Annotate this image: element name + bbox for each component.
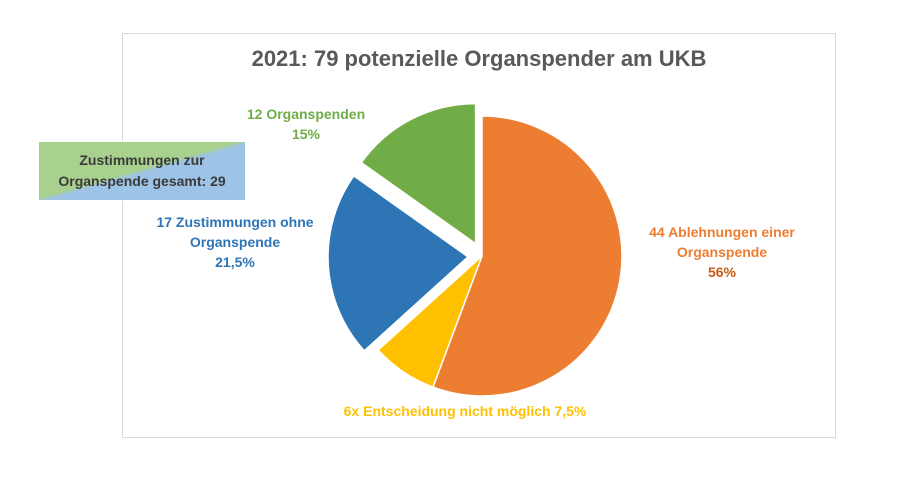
chart-title: 2021: 79 potenzielle Organspender am UKB [251, 46, 707, 71]
label-zustimmungen-ohne: 17 Zustimmungen ohne Organspende 21,5% [156, 214, 314, 270]
callout-line-2: Organspende gesamt: 29 [58, 173, 226, 189]
slice-organspenden [360, 102, 477, 246]
slice-zustimmungen-ohne [327, 174, 470, 352]
slice-entscheidung-nicht-moeglich [377, 255, 483, 389]
label-ablehnungen: 44 Ablehnungen einer Organspende 56% [649, 224, 795, 280]
label-organspenden: 12 Organspenden 15% [246, 106, 366, 142]
callout-line-1: Zustimmungen zur [79, 152, 205, 168]
slice-ablehnungen [431, 115, 623, 397]
label-entscheidung-nicht-moeglich: 6x Entscheidung nicht möglich 7,5% [343, 403, 587, 419]
callout-zustimmungen-gesamt: Zustimmungen zur Organspende gesamt: 29 [38, 141, 246, 201]
